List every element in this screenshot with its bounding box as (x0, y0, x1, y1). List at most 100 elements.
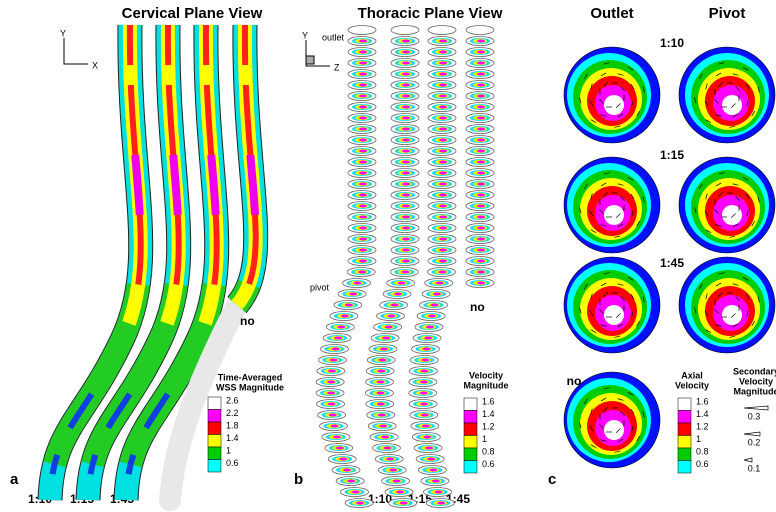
cross-section-field (327, 392, 335, 395)
cross-section-field (359, 260, 367, 263)
cross-section-field (359, 249, 367, 252)
cross-section-field (393, 480, 401, 483)
cross-section-field (477, 73, 485, 76)
axis-label: Y (302, 30, 308, 40)
cross-section-field (477, 84, 485, 87)
cross-section-field (345, 304, 353, 307)
cross-section-field (439, 40, 447, 43)
panel-letter: a (10, 471, 19, 488)
tube-label: no (470, 300, 485, 314)
cross-section-field (359, 117, 367, 120)
ratio-label: 1:45 (660, 256, 684, 270)
cross-section-field (402, 194, 410, 197)
cross-section-field (402, 62, 410, 65)
cross-section-field (477, 282, 485, 285)
cross-section-field (327, 381, 335, 384)
panel-letter: c (548, 471, 556, 488)
cross-section-field (402, 128, 410, 131)
cross-section-field (477, 249, 485, 252)
cross-section-field (402, 139, 410, 142)
cross-section-field (477, 238, 485, 241)
tube-label: outlet (322, 32, 345, 42)
cross-section-field (391, 304, 399, 307)
legend-swatch (678, 411, 691, 424)
legend-swatch (208, 460, 221, 473)
cross-section-field (439, 62, 447, 65)
cross-section-field (423, 436, 431, 439)
legend-arrow (744, 406, 768, 410)
legend-tick: 1.2 (482, 421, 495, 431)
legend-swatch (678, 436, 691, 449)
cross-section-field (477, 260, 485, 263)
cross-section-field (359, 139, 367, 142)
cross-section-field (354, 282, 362, 285)
cross-section-field (439, 205, 447, 208)
cross-section-field (328, 370, 336, 373)
cross-section-field (420, 392, 428, 395)
cross-section-field (402, 161, 410, 164)
legend-tick: 0.6 (482, 459, 495, 469)
column-title: Outlet (590, 5, 633, 22)
cross-section-field (427, 458, 435, 461)
legend-title: Velocity (469, 370, 503, 380)
cross-section-field (359, 150, 367, 153)
legend-tick: 1 (482, 434, 487, 444)
cross-section-field (385, 326, 393, 329)
cross-section-field (439, 84, 447, 87)
cross-section-field (402, 150, 410, 153)
panel-title: Thoracic Plane View (358, 5, 503, 22)
cross-section-field (477, 128, 485, 131)
cross-section-field (422, 348, 430, 351)
cross-section-field (477, 95, 485, 98)
cross-section-field (398, 282, 406, 285)
cross-section-field (439, 139, 447, 142)
legend-swatch (208, 397, 221, 410)
cross-section-field (386, 458, 394, 461)
cross-section-field (402, 249, 410, 252)
cross-section-field (352, 491, 360, 494)
cross-section-field (477, 150, 485, 153)
legend-swatch (464, 423, 477, 436)
cross-section-field (359, 128, 367, 131)
panel-letter: b (294, 471, 303, 488)
cross-section-field (477, 139, 485, 142)
cross-section-field (359, 84, 367, 87)
cross-section-field (376, 392, 384, 395)
legend-tick: 1.2 (696, 421, 709, 431)
cross-section-field (477, 40, 485, 43)
cross-section-field (359, 62, 367, 65)
column-title: Pivot (709, 5, 746, 22)
cross-section-field (439, 128, 447, 131)
cross-section-field (359, 205, 367, 208)
cross-section-field (329, 414, 337, 417)
cross-section-field (337, 326, 345, 329)
legend-tick: 1 (226, 445, 231, 455)
cross-section-field (439, 183, 447, 186)
cross-section (391, 26, 419, 35)
cross-section-field (439, 161, 447, 164)
cross-section-field (426, 326, 434, 329)
cross-section-field (439, 106, 447, 109)
cross-section-field (477, 51, 485, 54)
legend-title: Secondary (733, 366, 776, 376)
cross-section-field (477, 62, 485, 65)
cross-section-field (378, 359, 386, 362)
cross-section-field (358, 271, 366, 274)
ratio-label: 1:10 (660, 36, 684, 50)
cross-section-field (435, 491, 443, 494)
cross-section-field (431, 304, 439, 307)
legend-swatch (464, 461, 477, 474)
legend-swatch (464, 436, 477, 449)
cross-section-field (328, 403, 336, 406)
section-contour (604, 95, 624, 115)
cross-section-field (389, 469, 397, 472)
cross-section-field (402, 183, 410, 186)
cross-section-field (331, 348, 339, 351)
cross-section-field (420, 381, 428, 384)
cross-section-field (343, 469, 351, 472)
legend-tick: 1.4 (482, 409, 495, 419)
legend-swatch (464, 411, 477, 424)
cross-section-field (402, 260, 410, 263)
cross-section-field (341, 315, 349, 318)
axis-label: X (92, 60, 98, 70)
